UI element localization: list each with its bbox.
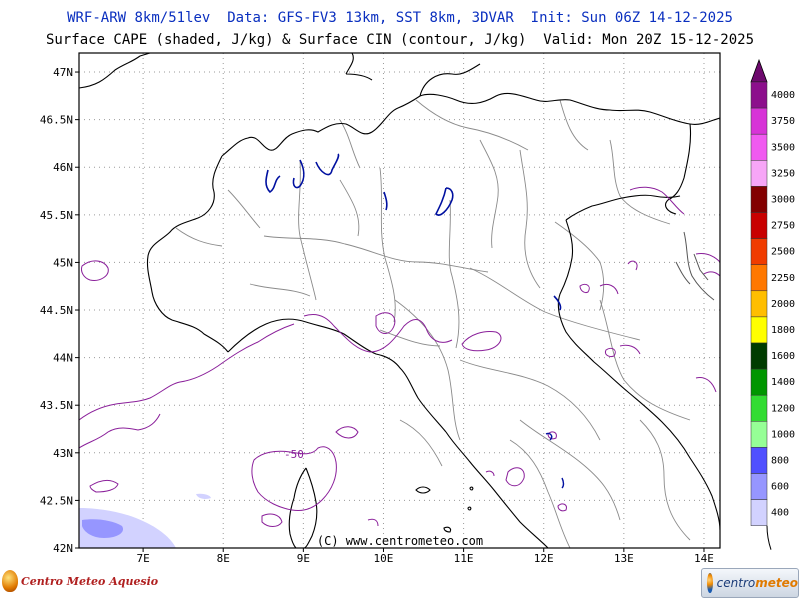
header-line-2: Surface CAPE (shaded, J/kg) & Surface CI… bbox=[45, 32, 754, 48]
lat-label: 45N bbox=[53, 256, 73, 269]
lon-label: 10E bbox=[374, 552, 394, 565]
cape-colorbar: 4000 3750 3500 3250 3000 2750 2500 2250 2000 1800… bbox=[750, 58, 795, 550]
map-background bbox=[79, 53, 720, 548]
colorbar-swatch bbox=[750, 107, 768, 135]
colorbar-swatch bbox=[750, 447, 768, 474]
logo-ball-icon bbox=[2, 570, 18, 592]
lat-label: 45.5N bbox=[40, 209, 73, 222]
colorbar-swatch bbox=[750, 81, 768, 109]
lat-label: 46.5N bbox=[40, 114, 73, 127]
logo-centrometeo: centrometeo bbox=[701, 568, 799, 598]
colorbar-swatch bbox=[750, 394, 768, 422]
colorbar-swatch bbox=[750, 342, 768, 370]
alpine-lakes bbox=[265, 153, 562, 311]
header-line-1: WRF-ARW 8km/51lev Data: GFS-FV3 13km, SS… bbox=[67, 10, 733, 26]
copyright-text: (C) www.centrometeo.com bbox=[317, 534, 483, 548]
latitude-labels: 47N 46.5N 46N 45.5N 45N 44.5N 44N 43.5N 43N 42.5N… bbox=[40, 66, 79, 555]
colorbar-swatch bbox=[750, 133, 768, 161]
colorbar-label: 1600 bbox=[771, 351, 795, 362]
colorbar-label: 3250 bbox=[771, 168, 795, 179]
colorbar-swatch bbox=[750, 212, 768, 239]
lat-label: 43.5N bbox=[40, 399, 73, 412]
colorbar-swatch bbox=[750, 264, 768, 292]
cin-contours bbox=[79, 186, 720, 527]
logo-disc-icon bbox=[707, 573, 713, 593]
logo-brand-a: centro bbox=[716, 576, 756, 590]
lat-label: 44.5N bbox=[40, 304, 73, 317]
colorbar-swatch bbox=[750, 160, 768, 187]
colorbar-label: 600 bbox=[771, 482, 789, 493]
cape-shade-area bbox=[79, 508, 176, 548]
croatian-islands bbox=[675, 231, 715, 301]
lat-label: 42.5N bbox=[40, 494, 73, 507]
logo-centro-meteo-aquesio: Centro Meteo Aquesio bbox=[2, 568, 158, 594]
colorbar-swatch bbox=[750, 316, 768, 344]
lon-label: 9E bbox=[297, 552, 310, 565]
lat-label: 42N bbox=[53, 542, 73, 555]
colorbar-swatch bbox=[750, 368, 768, 396]
lat-label: 47N bbox=[53, 66, 73, 79]
map-frame bbox=[78, 52, 721, 549]
regional-boundaries bbox=[175, 99, 691, 548]
colorbar-label: 1000 bbox=[771, 429, 795, 440]
cin-contour-label: -50 bbox=[284, 448, 304, 461]
logo-brand-b: meteo bbox=[755, 576, 798, 590]
colorbar-label: 2750 bbox=[771, 221, 795, 232]
lat-label: 46N bbox=[53, 161, 73, 174]
colorbar-swatch bbox=[750, 186, 768, 213]
colorbar-top-triangle bbox=[750, 58, 768, 83]
logo-left-text: Centro Meteo Aquesio bbox=[21, 574, 159, 588]
colorbar-label: 1200 bbox=[771, 403, 795, 414]
lon-label: 14E bbox=[694, 552, 714, 565]
colorbar-label: 3000 bbox=[771, 195, 795, 206]
colorbar-label: 1800 bbox=[771, 325, 795, 336]
cape-shade-area-core bbox=[82, 519, 124, 538]
national-borders-coastline bbox=[79, 53, 720, 548]
colorbar-label: 3750 bbox=[771, 116, 795, 127]
small-spots bbox=[545, 432, 565, 489]
lon-label: 11E bbox=[454, 552, 474, 565]
colorbar-label: 4000 bbox=[771, 90, 795, 101]
logo-right-text: centrometeo bbox=[717, 576, 798, 590]
colorbar-swatch bbox=[750, 238, 768, 265]
colorbar-label: 3500 bbox=[771, 142, 795, 153]
colorbar-label: 800 bbox=[771, 456, 789, 467]
longitude-labels: 7E 8E 9E 10E 11E 12E 13E 14E bbox=[136, 548, 714, 565]
lon-label: 13E bbox=[614, 552, 634, 565]
lat-label: 44N bbox=[53, 352, 73, 365]
colorbar-label: 400 bbox=[771, 508, 789, 519]
cape-shade-area-small bbox=[196, 493, 211, 499]
lon-label: 7E bbox=[136, 552, 149, 565]
colorbar-swatch bbox=[750, 421, 768, 448]
colorbar-label: 2500 bbox=[771, 247, 795, 258]
lon-label: 8E bbox=[217, 552, 230, 565]
colorbar-swatch bbox=[750, 473, 768, 500]
lat-lon-grid bbox=[79, 53, 720, 548]
lon-label: 12E bbox=[534, 552, 554, 565]
colorbar-bottom-tail bbox=[766, 525, 772, 550]
colorbar-label: 2250 bbox=[771, 273, 795, 284]
colorbar-label: 2000 bbox=[771, 299, 795, 310]
lat-label: 43N bbox=[53, 447, 73, 460]
colorbar-swatch bbox=[750, 290, 768, 318]
colorbar-label: 1400 bbox=[771, 377, 795, 388]
colorbar-swatch bbox=[750, 499, 768, 526]
